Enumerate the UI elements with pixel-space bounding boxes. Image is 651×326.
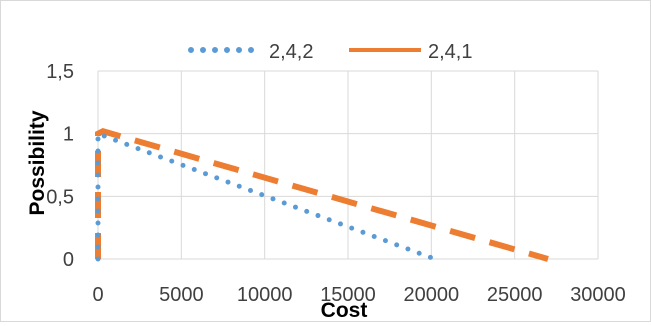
x-tick-label: 10000 [237, 284, 293, 306]
grid-lines [97, 70, 599, 260]
x-tick-label: 0 [92, 284, 103, 306]
y-tick-label: 1,5 [46, 61, 74, 83]
series-layer [95, 127, 549, 262]
y-tick-label: 1 [63, 124, 74, 146]
x-tick-label: 15000 [320, 284, 376, 306]
x-axis-title: Cost [321, 299, 368, 321]
x-tick-label: 20000 [404, 284, 460, 306]
legend-item-series-1: 2,4,2 [188, 41, 313, 63]
legend-label-series-2: 2,4,1 [428, 41, 472, 63]
x-tick-label: 25000 [487, 284, 543, 306]
x-tick-label: 5000 [159, 284, 204, 306]
series-line-2 [95, 127, 549, 262]
legend: 2,4,2 2,4,1 [188, 41, 472, 63]
y-tick-label: 0 [63, 249, 74, 271]
chart-svg: 0 0,5 1 1,5 0 5000 10000 15000 20000 25000 30000 2… [26, 41, 626, 322]
tick-labels: 0 0,5 1 1,5 0 5000 10000 15000 20000 25000 30000 [46, 61, 626, 306]
y-tick-label: 0,5 [46, 186, 74, 208]
legend-item-series-2: 2,4,1 [349, 41, 472, 63]
y-axis-title: Possibility [26, 110, 49, 215]
legend-label-series-1: 2,4,2 [269, 41, 313, 63]
x-tick-label: 30000 [570, 284, 626, 306]
